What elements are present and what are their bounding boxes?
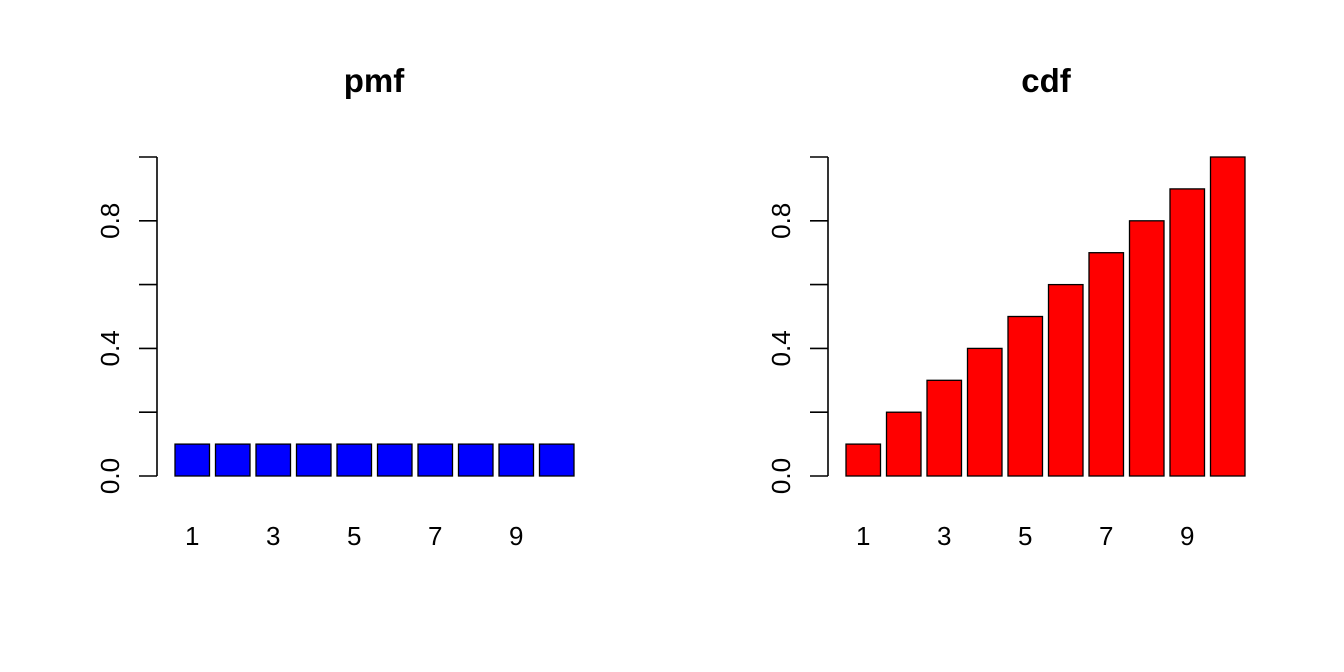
cdf-bar-5	[1007, 315, 1044, 477]
pmf-x-tick-label: 5	[347, 521, 361, 551]
pmf-bar-10	[538, 443, 575, 477]
pmf-x-tick-label: 7	[428, 521, 442, 551]
pmf-y-tick-label: 0.4	[95, 330, 125, 366]
cdf-bar-9	[1169, 188, 1206, 477]
cdf-bar-10	[1209, 156, 1246, 477]
cdf-bar-6	[1047, 283, 1084, 477]
cdf-bar-2	[885, 411, 922, 477]
cdf-bar-1	[845, 443, 882, 477]
pmf-title: pmf	[344, 62, 406, 99]
pmf-y-tick-label: 0.8	[95, 203, 125, 239]
pmf-bar-8	[457, 443, 494, 477]
cdf-y-tick-label: 0.8	[766, 203, 796, 239]
cdf-y-tick-label: 0.0	[766, 458, 796, 494]
cdf-bar-4	[966, 347, 1003, 477]
pmf-x-tick-label: 9	[509, 521, 523, 551]
pmf-panel: pmf 0.0 0.4 0.8 1 3 5 7 9	[95, 62, 575, 551]
pmf-y-tick-label: 0.0	[95, 458, 125, 494]
cdf-bar-3	[926, 379, 963, 477]
pmf-bar-1	[174, 443, 211, 477]
pmf-bar-7	[417, 443, 454, 477]
cdf-x-tick-label: 1	[856, 521, 870, 551]
pmf-x-tick-label: 3	[266, 521, 280, 551]
cdf-x-tick-label: 3	[937, 521, 951, 551]
pmf-bar-6	[376, 443, 413, 477]
pmf-bar-2	[214, 443, 251, 477]
pmf-bar-5	[336, 443, 373, 477]
cdf-bar-7	[1088, 252, 1125, 477]
pmf-x-tick-label: 1	[185, 521, 199, 551]
cdf-bar-8	[1128, 220, 1165, 477]
cdf-x-tick-label: 5	[1018, 521, 1032, 551]
pmf-bar-3	[255, 443, 292, 477]
pmf-bar-4	[295, 443, 332, 477]
cdf-title: cdf	[1021, 62, 1072, 99]
pmf-bar-9	[498, 443, 535, 477]
cdf-y-tick-label: 0.4	[766, 330, 796, 366]
cdf-x-tick-label: 7	[1099, 521, 1113, 551]
cdf-x-tick-label: 9	[1180, 521, 1194, 551]
cdf-panel: cdf 0.0 0.4 0.8 1 3 5 7 9	[766, 62, 1246, 551]
